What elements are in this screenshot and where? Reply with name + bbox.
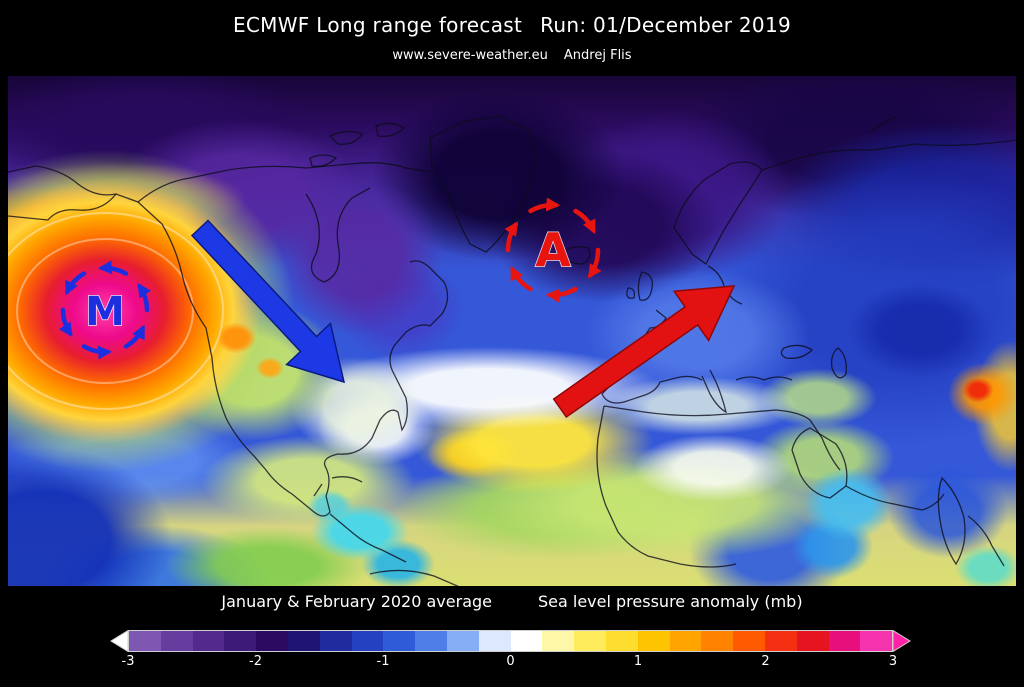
colorbar-segment	[287, 631, 320, 651]
colorbar-tick: -2	[249, 654, 262, 669]
colorbar-segment	[224, 631, 257, 651]
colorbar-segment	[828, 631, 861, 651]
pressure-anomaly-map: M A	[8, 76, 1016, 586]
title-run: Run: 01/December 2019	[540, 13, 792, 37]
colorbar	[110, 630, 911, 652]
colorbar-segments	[128, 630, 893, 652]
colorbar-segment	[764, 631, 797, 651]
colorbar-segment	[605, 631, 638, 651]
colorbar-under-arrow	[110, 630, 128, 652]
credit-line: www.severe-weather.eu Andrej Flis	[0, 48, 1024, 63]
colorbar-segment	[510, 631, 543, 651]
credit-author: Andrej Flis	[563, 48, 632, 63]
title-model: ECMWF Long range forecast	[232, 13, 523, 37]
coastlines	[8, 115, 1016, 586]
colorbar-segment	[192, 631, 225, 651]
contour-lines	[8, 212, 224, 410]
colorbar-segment	[796, 631, 829, 651]
colorbar-tick: 0	[506, 654, 515, 669]
colorbar-segment	[160, 631, 193, 651]
colorbar-segment	[860, 631, 893, 651]
legend-caption: January & February 2020 average Sea leve…	[0, 592, 1024, 611]
colorbar-tick: -3	[121, 654, 135, 669]
colorbar-segment	[415, 631, 447, 651]
caption-period: January & February 2020 average	[221, 592, 492, 611]
colorbar-segment	[129, 631, 161, 651]
colorbar-ticks: -3 -2 -1 0 1 2 3	[122, 654, 898, 670]
marker-m-label: M	[85, 289, 125, 335]
anticyclone-rotation-arrows	[504, 197, 602, 303]
colorbar-tick: 3	[888, 654, 898, 669]
colorbar-segment	[574, 631, 606, 651]
pacific-high-rotation-arrows	[58, 260, 152, 360]
colorbar-over-arrow	[893, 630, 911, 652]
colorbar-segment	[637, 631, 670, 651]
colorbar-segment	[319, 631, 352, 651]
colorbar-segment	[542, 631, 575, 651]
colorbar-segment	[478, 631, 511, 651]
colorbar-segment	[351, 631, 384, 651]
credit-site: www.severe-weather.eu	[392, 48, 548, 63]
colorbar-tick: 1	[633, 654, 643, 669]
blue-flow-arrow	[190, 219, 346, 384]
map-overlay: M A	[8, 115, 1016, 586]
red-flow-arrow	[552, 285, 736, 419]
colorbar-segment	[383, 631, 416, 651]
colorbar-segment	[446, 631, 479, 651]
marker-a-label: A	[535, 223, 571, 277]
colorbar-segment	[733, 631, 765, 651]
page-title: ECMWF Long range forecast Run: 01/Decemb…	[0, 13, 1024, 37]
caption-variable: Sea level pressure anomaly (mb)	[538, 592, 803, 611]
colorbar-segment	[256, 631, 288, 651]
colorbar-segment	[701, 631, 734, 651]
colorbar-tick: -1	[376, 654, 390, 669]
colorbar-tick: 2	[761, 654, 770, 669]
colorbar-segment	[669, 631, 702, 651]
